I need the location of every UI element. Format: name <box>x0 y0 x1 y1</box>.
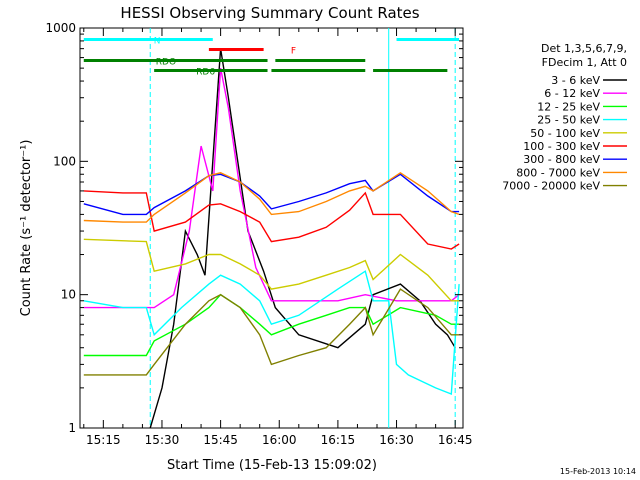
series-line-6 <box>83 173 460 216</box>
footer-date: 15-Feb-2013 10:14 <box>560 467 636 476</box>
x-tick-label-0: 15:15 <box>86 433 121 447</box>
vertical-markers <box>149 28 456 428</box>
x-tick-label-4: 16:15 <box>321 433 356 447</box>
legend-label-7: 800 - 7000 keV <box>516 166 600 179</box>
legend-label-4: 50 - 100 keV <box>530 127 600 140</box>
legend-header-0: Det 1,3,5,6,7,9, <box>541 42 627 55</box>
legend-label-1: 6 - 12 keV <box>544 87 600 100</box>
legend-label-3: 25 - 50 keV <box>537 114 600 127</box>
y-tick-label-0: 1 <box>68 421 76 435</box>
flag-label-2: RDO <box>156 58 176 68</box>
flag-label-3: RD6 <box>196 68 215 78</box>
legend-header-1: FDecim 1, Att 0 <box>542 56 627 69</box>
series-line-0 <box>149 48 456 429</box>
flag-label-1: F <box>291 46 296 56</box>
legend-label-8: 7000 - 20000 keV <box>502 180 600 193</box>
x-tick-label-2: 15:45 <box>203 433 238 447</box>
legend-label-6: 300 - 800 keV <box>523 153 600 166</box>
y-tick-label-1: 10 <box>61 288 76 302</box>
legend-label-0: 3 - 6 keV <box>551 74 600 87</box>
x-tick-label-3: 16:00 <box>262 433 297 447</box>
chart-title: HESSI Observing Summary Count Rates <box>120 4 419 22</box>
series-line-2 <box>83 293 460 357</box>
legend-label-2: 12 - 25 keV <box>537 100 600 113</box>
x-tick-label-1: 15:30 <box>145 433 180 447</box>
flag-label-0: N <box>154 36 161 46</box>
series-line-4 <box>83 238 460 302</box>
series-lines <box>83 48 460 429</box>
x-tick-label-5: 16:30 <box>379 433 414 447</box>
series-line-1 <box>83 67 460 309</box>
series-line-7 <box>83 171 460 223</box>
flag-bars: N F RDO RD6 <box>83 36 460 78</box>
legend-label-5: 100 - 300 keV <box>523 140 600 153</box>
x-axis: 15:15 15:30 15:45 16:00 16:15 16:30 16:45 <box>83 28 473 447</box>
series-line-3 <box>83 270 460 395</box>
legend: Det 1,3,5,6,7,9,FDecim 1, Att 0 3 - 6 keV… <box>502 42 627 193</box>
y-tick-label-2: 100 <box>53 154 76 168</box>
x-axis-label: Start Time (15-Feb-13 15:09:02) <box>167 458 377 473</box>
plot-frame <box>79 27 464 429</box>
y-axis: 1 10 100 1000 <box>45 21 463 435</box>
x-tick-label-6: 16:45 <box>438 433 473 447</box>
y-axis-label: Count Rate (s⁻¹ detector⁻¹) <box>19 140 34 317</box>
series-line-8 <box>83 288 460 376</box>
y-tick-label-3: 1000 <box>45 21 76 35</box>
series-line-5 <box>83 190 460 250</box>
